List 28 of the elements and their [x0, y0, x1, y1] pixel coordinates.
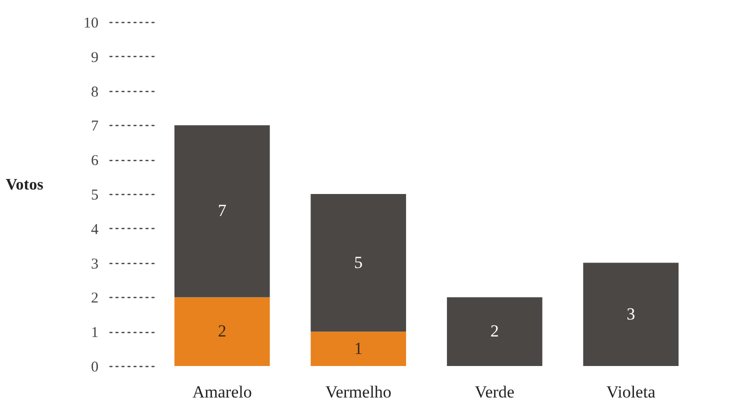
- y-tick-label: 6: [91, 153, 99, 170]
- y-tick-label: 5: [91, 188, 98, 204]
- y-tick-label: 9: [91, 50, 98, 66]
- total-label: 3: [626, 304, 636, 324]
- x-tick-label: Amarelo: [192, 382, 252, 402]
- bar: [310, 194, 406, 332]
- total-label: 5: [354, 252, 363, 272]
- x-tick-label: Vermelho: [325, 382, 392, 402]
- y-tick-label: 3: [91, 256, 98, 272]
- bar: [174, 125, 270, 298]
- y-axis-title: Votos: [6, 176, 44, 194]
- total-label: 2: [490, 322, 499, 341]
- bar: [310, 332, 406, 366]
- x-tick-label: Verde: [474, 382, 514, 402]
- bar: [446, 297, 542, 366]
- y-tick-label: 2: [91, 290, 98, 307]
- y-tick-label: 1: [91, 325, 98, 342]
- data-label: 2: [218, 322, 226, 341]
- bar: [583, 262, 679, 366]
- bar: [174, 297, 270, 366]
- data-label: 1: [354, 338, 363, 358]
- y-tick-label: 8: [91, 84, 98, 100]
- y-tick-label: 0: [91, 360, 98, 376]
- y-tick-label: 10: [84, 16, 98, 32]
- x-tick-label: Violeta: [606, 382, 656, 402]
- total-label: 7: [218, 201, 227, 220]
- y-tick-label: 7: [91, 118, 99, 135]
- y-tick-label: 4: [91, 222, 99, 238]
